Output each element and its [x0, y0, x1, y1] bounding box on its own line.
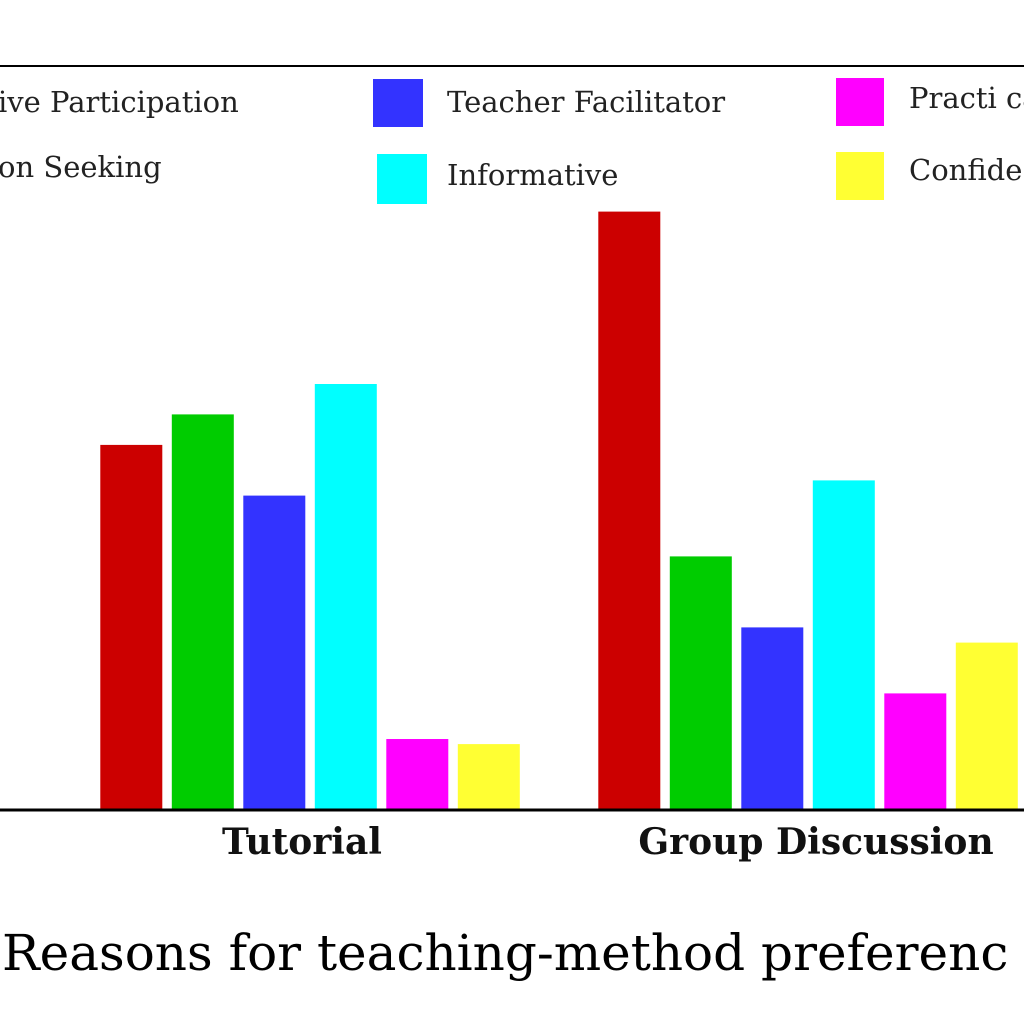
legend-swatch-confidence [836, 152, 884, 200]
legend-label-informative: Informative [447, 158, 618, 192]
legend-swatch-practical [836, 78, 884, 126]
legend-swatch-teacher-facilitator [373, 79, 423, 127]
legend-swatch-informative [377, 154, 427, 204]
legend-label-question-seeking: on Seeking [0, 150, 162, 184]
bar-group-discussion-teacher-facilitator [741, 627, 804, 810]
category-label-group-discussion: Group Discussion [638, 821, 993, 863]
category-label-tutorial: Tutorial [222, 821, 382, 863]
legend-label-practical: Practi cal [909, 81, 1024, 115]
bar-tutorial-question-seeking [171, 414, 234, 810]
bar-tutorial-confidence [457, 744, 520, 810]
bar-tutorial-informative [314, 384, 377, 810]
bar-tutorial-practical [386, 739, 449, 810]
bar-group-discussion-question-seeking [669, 556, 732, 810]
bar-group-discussion-confidence [955, 642, 1018, 810]
legend-label-confidence: Confide [909, 153, 1022, 187]
bar-group-discussion-informative [812, 480, 875, 810]
bars-group [100, 211, 1018, 811]
legend-label-active-participation: ive Participation [0, 85, 239, 119]
x-axis-label: Reasons for teaching-method preferenc [2, 924, 1008, 982]
legend-label-teacher-facilitator: Teacher Facilitator [447, 85, 725, 119]
bar-tutorial-teacher-facilitator [243, 495, 306, 810]
bar-tutorial-active-participation [100, 444, 163, 810]
bar-group-discussion-active-participation [598, 211, 661, 811]
bar-group-discussion-practical [884, 693, 947, 810]
